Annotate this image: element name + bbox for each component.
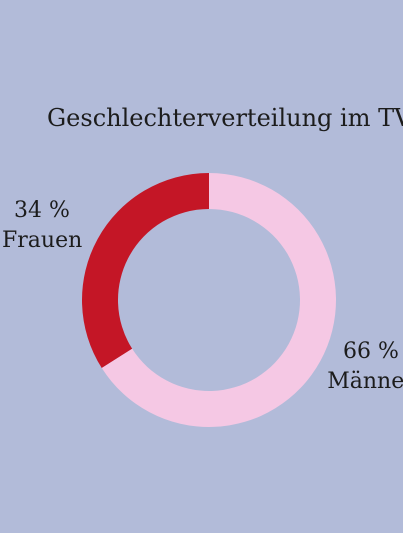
slice-value-frauen: 34 % — [14, 198, 70, 223]
donut-slice-maenner — [101, 173, 336, 427]
slice-label-maenner: 66 % Männer — [326, 337, 403, 397]
slice-label-frauen: 34 % Frauen — [2, 196, 82, 256]
donut-slice-frauen — [82, 173, 209, 369]
chart-title: Geschlechterverteilung im TV — [47, 104, 403, 132]
slice-value-maenner: 66 % — [343, 339, 399, 364]
slice-name-frauen: Frauen — [2, 228, 83, 253]
slice-name-maenner: Männer — [327, 369, 403, 394]
